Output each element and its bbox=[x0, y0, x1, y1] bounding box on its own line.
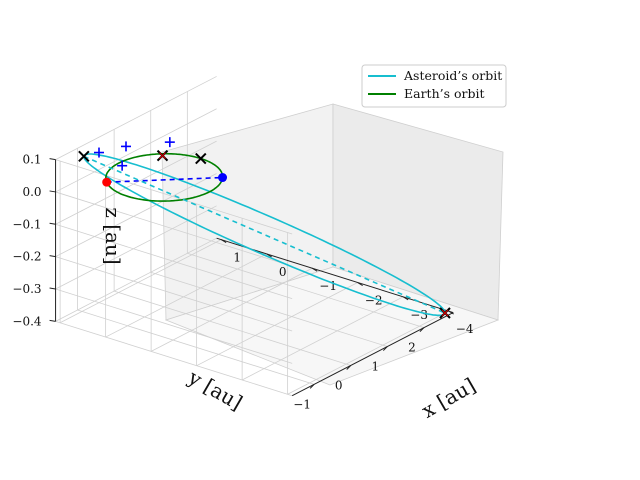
x-b bbox=[195, 152, 207, 165]
x-tick-label: 1 bbox=[372, 360, 380, 374]
grid-y-floor bbox=[241, 296, 404, 381]
grid-y-floor bbox=[150, 267, 313, 352]
point-x-4 bbox=[439, 307, 451, 319]
point-circle-1 bbox=[218, 173, 228, 183]
grid-x-floor bbox=[77, 309, 315, 385]
z-tick-mark bbox=[49, 222, 56, 225]
markers bbox=[78, 137, 451, 319]
point-plus-9 bbox=[164, 137, 175, 148]
z-tick-label: −0.4 bbox=[12, 314, 42, 328]
y-tick-mark bbox=[220, 239, 227, 244]
grid-y-floor bbox=[196, 282, 358, 367]
dashed-line-1 bbox=[83, 155, 446, 314]
y-axis-label: y [au] bbox=[183, 365, 246, 415]
y-tick-mark bbox=[266, 253, 272, 258]
x-tick-mark bbox=[309, 384, 315, 389]
z-tick-mark bbox=[49, 158, 56, 161]
grid-z-back-right bbox=[55, 173, 217, 257]
z-tick-mark bbox=[49, 319, 56, 322]
z-tick-label: 0.0 bbox=[22, 185, 41, 199]
axis-lines bbox=[55, 159, 454, 397]
point-plus-8 bbox=[117, 160, 128, 171]
point-plus-6 bbox=[93, 147, 104, 158]
point-x-2 bbox=[78, 150, 90, 163]
legend-label-earth: Earth’s orbit bbox=[404, 86, 485, 101]
z-tick-label: 0.1 bbox=[22, 153, 41, 167]
grid-z-back-right bbox=[55, 108, 217, 193]
z-tick-mark bbox=[49, 255, 56, 258]
grid-lines bbox=[55, 76, 449, 397]
z-axis-label: z [au] bbox=[101, 207, 125, 264]
grid-z-back-left bbox=[55, 320, 293, 397]
grid-z-back-right bbox=[55, 237, 217, 322]
x-tick-label: 0 bbox=[335, 378, 343, 392]
z-tick-mark bbox=[49, 190, 56, 193]
x-axis-line bbox=[291, 312, 454, 397]
pane-floor bbox=[164, 266, 500, 386]
grid-z-back-right bbox=[55, 205, 217, 290]
y-tick-mark bbox=[448, 310, 454, 315]
z-tick-label: −0.3 bbox=[12, 282, 41, 296]
point-x-5 bbox=[156, 149, 169, 162]
z-tick-label: −0.1 bbox=[12, 217, 41, 231]
grid-z-back-right bbox=[55, 76, 217, 160]
point-x-3 bbox=[195, 152, 207, 165]
x-tick-mark bbox=[382, 346, 388, 351]
x-tick-label: −1 bbox=[293, 397, 311, 411]
y-tick-mark bbox=[311, 267, 318, 272]
x-tick-mark bbox=[419, 327, 425, 333]
x-red-b bbox=[159, 152, 166, 160]
y-tick-mark bbox=[357, 282, 363, 286]
x-axis-label: x [au] bbox=[417, 373, 479, 423]
legend-box bbox=[361, 64, 507, 108]
grid-y-floor bbox=[287, 310, 449, 395]
grid-x-floor bbox=[114, 290, 351, 366]
grid-x-floor bbox=[150, 271, 388, 347]
z-tick-mark bbox=[49, 287, 56, 290]
point-plus-7 bbox=[121, 141, 131, 152]
x-tick-label: 2 bbox=[408, 341, 416, 355]
y-tick-mark bbox=[402, 296, 409, 301]
x-red-b bbox=[441, 309, 449, 317]
legend-label-asteroid: Asteroid’s orbit bbox=[403, 68, 502, 83]
dashed-line-0 bbox=[106, 176, 223, 183]
legend: Asteroid’s orbit Earth’s orbit bbox=[361, 64, 507, 108]
grid-y-floor bbox=[105, 253, 267, 338]
y-tick-label: 1 bbox=[233, 251, 241, 265]
grid-y-floor bbox=[59, 239, 222, 324]
x-b bbox=[78, 150, 90, 163]
y-tick-label: 0 bbox=[279, 265, 287, 279]
x-tick-mark bbox=[346, 365, 352, 370]
z-tick-label: −0.2 bbox=[12, 250, 41, 264]
grid-z-back-right bbox=[55, 140, 217, 225]
point-circle-0 bbox=[102, 177, 112, 187]
y-tick-label: −4 bbox=[456, 322, 474, 336]
grid-x-floor bbox=[187, 252, 425, 329]
y-axis-line bbox=[216, 237, 454, 314]
